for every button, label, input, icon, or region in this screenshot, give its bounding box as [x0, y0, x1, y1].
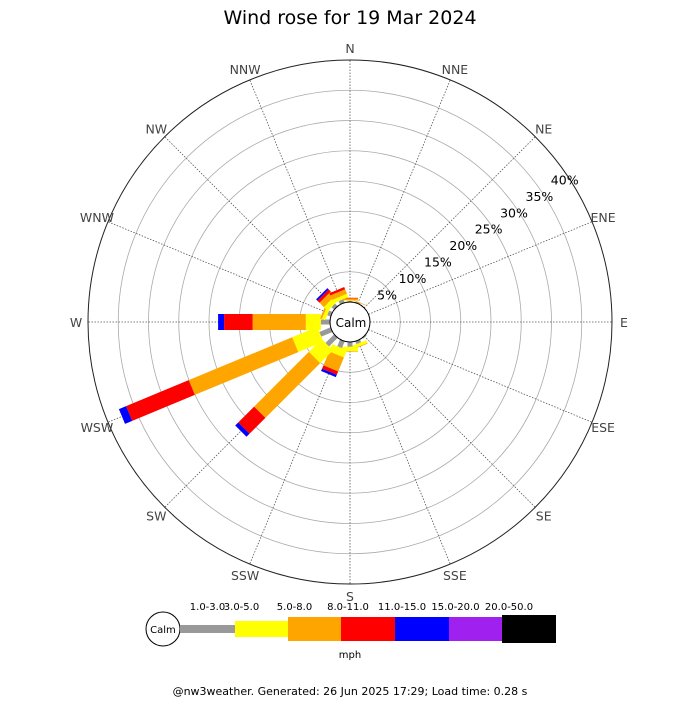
petal-ssw-bin-1: [337, 339, 345, 349]
petal-wsw-bin-4: [126, 380, 195, 421]
petal-ssw-bin-5: [321, 368, 337, 378]
petal-nnw-bin-2: [332, 293, 349, 304]
petal-sw-bin-4: [238, 406, 266, 434]
ring-label: 35%: [526, 189, 554, 204]
ring-labels: 5%10%15% 20%25% 30%35% 40%: [377, 172, 579, 302]
direction-label-wnw: WNW: [80, 210, 114, 225]
petal-se-bin-1: [362, 334, 367, 339]
direction-label-e: E: [620, 315, 628, 330]
legend-swatch-5: [395, 617, 449, 641]
grid-ring: [87, 59, 613, 585]
legend-swatch-1: [180, 625, 235, 633]
grid-ring: [117, 89, 583, 555]
legend-bin-label-4: 8.0-11.0: [327, 602, 369, 613]
direction-label-s: S: [346, 589, 354, 604]
spoke-wnw: [107, 221, 332, 315]
legend-swatch-3: [288, 617, 341, 641]
petal-w-bin-1: [320, 319, 330, 325]
footer-text: @nw3weather. Generated: 26 Jun 2025 17:2…: [173, 685, 528, 698]
legend-swatch-6: [449, 617, 502, 641]
wind-petals: [118, 287, 368, 437]
petal-wsw-bin-3: [188, 337, 299, 395]
direction-label-sse: SSE: [443, 568, 467, 583]
petal-nnw-bin-4: [329, 287, 346, 296]
spoke-sse: [357, 340, 451, 565]
direction-label-ese: ESE: [591, 420, 615, 435]
petal-wsw-bin-1: [319, 327, 333, 337]
direction-label-wsw: WSW: [81, 420, 114, 435]
calm-circle: [329, 301, 371, 343]
spoke-ssw: [249, 340, 343, 565]
spoke-nne: [357, 79, 451, 304]
legend-bin-label-7: 20.0-50.0: [485, 602, 533, 613]
legend-bin-label-5: 11.0-15.0: [378, 602, 426, 613]
chart-title: Wind rose for 19 Mar 2024: [223, 7, 476, 29]
petal-sw-bin-1: [325, 334, 338, 347]
direction-label-se: SE: [536, 509, 552, 524]
spoke-nnw: [249, 79, 343, 304]
petal-w-bin-2: [305, 314, 321, 330]
petal-nne-bin-3: [350, 298, 366, 306]
petal-w-bin-4: [224, 314, 253, 330]
legend-calm-label: Calm: [150, 625, 176, 636]
legend-swatch-2: [235, 621, 288, 637]
petal-w-bin-3: [252, 314, 306, 330]
direction-label-n: N: [345, 41, 354, 56]
ring-label: 25%: [475, 222, 503, 237]
legend-bin-label-1: 1.0-3.0: [190, 602, 225, 613]
direction-label-ne: NE: [535, 121, 552, 136]
petal-sw-bin-3: [254, 351, 321, 418]
petal-n-bin-3: [342, 298, 358, 301]
spoke-ne: [363, 136, 536, 309]
petal-wsw-bin-2: [292, 326, 324, 353]
spoke-se: [363, 335, 536, 508]
legend-bin-label-6: 15.0-20.0: [431, 602, 479, 613]
petal-s-bin-1: [347, 342, 353, 347]
direction-label-nne: NNE: [442, 62, 469, 77]
petal-wsw-bin-5: [118, 406, 133, 424]
ring-label: 40%: [551, 172, 579, 187]
ring-label: 20%: [449, 238, 477, 253]
petal-ssw-bin-2: [329, 344, 347, 358]
petal-w-bin-5: [218, 314, 225, 330]
direction-label-w: W: [70, 315, 82, 330]
petal-sse-bin-1: [355, 339, 362, 345]
direction-label-nw: NW: [145, 121, 167, 136]
legend-bin-label-2: 3.0-5.0: [224, 602, 259, 613]
ring-label: 30%: [500, 205, 528, 220]
petal-nnw-bin-3: [330, 289, 347, 300]
direction-labels: N NNE NE ENE E ESE SE SSE S SSW SW WSW W WNW NW NNW: [70, 41, 628, 604]
calm-label: Calm: [336, 316, 367, 330]
ring-label: 10%: [399, 271, 427, 286]
direction-label-ssw: SSW: [231, 568, 259, 583]
direction-label-ene: ENE: [591, 210, 616, 225]
legend-swatch-4: [341, 617, 395, 641]
petal-nw-bin-4: [317, 289, 331, 303]
petal-nw-bin-5: [316, 288, 329, 301]
direction-label-nnw: NNW: [230, 62, 261, 77]
legend-swatch-7: [502, 615, 556, 643]
speed-legend: Calm mph 1.0-3.03.0-5.0 5.0-8.0 8.0-11.0 11…: [145, 602, 556, 661]
direction-label-sw: SW: [146, 509, 166, 524]
petal-nw-bin-1: [331, 303, 338, 310]
calm-center: Calm: [329, 301, 371, 343]
petal-sw-bin-2: [308, 339, 333, 364]
spoke-ese: [368, 329, 593, 423]
ring-label: 15%: [424, 255, 452, 270]
petal-ssw-bin-4: [322, 365, 339, 375]
petal-sw-bin-5: [235, 422, 250, 437]
legend-bin-label-3: 5.0-8.0: [277, 602, 312, 613]
spoke-ene: [368, 221, 593, 315]
ring-label: 5%: [377, 288, 397, 303]
petal-ssw-bin-3: [323, 351, 344, 372]
legend-unit: mph: [339, 650, 361, 661]
spoke-nw: [164, 136, 337, 309]
